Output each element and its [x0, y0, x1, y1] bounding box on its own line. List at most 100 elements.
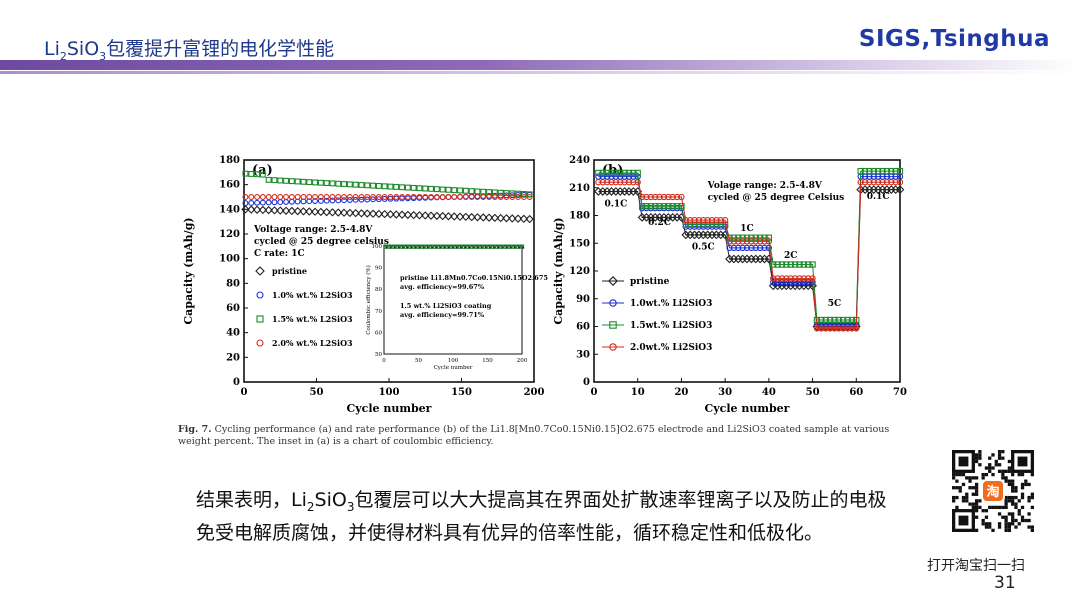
annotation: cycled @ 25 degree celsius — [254, 237, 389, 247]
inset-point-pristine — [488, 246, 491, 249]
data-point — [774, 261, 781, 268]
y-tick-label: 180 — [569, 211, 590, 222]
qr-module — [974, 486, 979, 490]
rate-label: 2C — [784, 251, 797, 261]
qr-pattern: 淘 — [952, 450, 1034, 532]
y-tick-label: 0 — [583, 377, 590, 388]
inset-point-pristine — [443, 246, 446, 249]
data-point — [630, 169, 637, 177]
data-point — [809, 261, 816, 268]
data-point — [778, 261, 786, 268]
data-point — [276, 206, 285, 215]
data-point — [713, 221, 720, 228]
qr-module — [1001, 505, 1005, 510]
data-point — [339, 208, 349, 217]
data-point — [397, 210, 407, 219]
data-point — [669, 193, 676, 201]
inset-point-pristine — [430, 246, 433, 249]
qr-module — [984, 522, 989, 526]
qr-module — [1014, 495, 1018, 500]
data-point — [258, 205, 268, 215]
data-point — [300, 194, 307, 200]
data-point — [748, 244, 755, 252]
data-point — [364, 194, 371, 200]
conclusion-sub1: 2 — [306, 499, 315, 514]
taobao-badge-text: 淘 — [986, 484, 999, 500]
data-point — [479, 213, 488, 222]
annotation: Volage range: 2.5-4.8V — [707, 181, 823, 191]
data-point — [288, 194, 295, 200]
data-point — [375, 194, 382, 200]
data-point — [381, 183, 388, 190]
data-point — [277, 177, 284, 184]
data-point — [248, 171, 255, 177]
data-point — [691, 221, 698, 228]
data-point — [364, 196, 371, 203]
legend-marker — [609, 321, 617, 329]
data-point — [364, 182, 371, 189]
data-point — [643, 193, 650, 201]
inset-point-pristine — [393, 246, 396, 249]
data-point — [778, 275, 786, 282]
qr-module — [1024, 482, 1028, 487]
inset-point — [412, 244, 417, 249]
data-point — [735, 238, 742, 245]
data-point — [730, 234, 738, 241]
qr-module — [965, 495, 969, 500]
qr-module — [981, 476, 985, 480]
data-point — [739, 244, 746, 252]
data-point — [721, 216, 729, 224]
data-point — [438, 211, 447, 221]
data-point — [474, 188, 481, 195]
qr-module — [965, 492, 969, 496]
inset-point-pristine — [426, 246, 429, 249]
data-point — [525, 214, 534, 224]
inset-point — [441, 244, 446, 249]
x-tick-label: 20 — [674, 387, 688, 398]
data-point — [519, 214, 529, 224]
inset-point — [495, 244, 500, 249]
data-point — [328, 208, 337, 217]
data-point — [756, 234, 764, 241]
legend-marker — [609, 299, 617, 307]
qr-module — [961, 482, 966, 487]
data-point — [638, 203, 646, 210]
inset-point-pristine — [414, 246, 417, 249]
data-point — [730, 244, 738, 252]
qr-code[interactable]: 淘 — [948, 446, 1034, 532]
inset-point-pristine — [480, 246, 483, 249]
data-point — [393, 183, 400, 190]
y-tick-label: 210 — [569, 183, 590, 194]
legend-marker — [609, 343, 617, 351]
data-point — [317, 179, 324, 186]
data-point — [450, 212, 459, 221]
y-tick-label: 120 — [569, 266, 590, 277]
qr-module — [961, 499, 966, 503]
data-point — [323, 197, 330, 204]
qr-module — [1020, 515, 1025, 519]
qr-module — [1004, 469, 1008, 473]
inset-point-pristine — [418, 246, 421, 249]
data-point — [874, 179, 882, 186]
qr-module — [997, 456, 1002, 460]
qr-module — [1007, 528, 1012, 532]
data-point — [277, 194, 284, 200]
data-point — [410, 194, 417, 200]
y-tick-label: 150 — [569, 238, 590, 249]
data-point — [259, 194, 266, 200]
data-point — [625, 179, 633, 186]
data-point — [329, 194, 336, 200]
data-point — [647, 193, 654, 201]
qr-module — [971, 502, 975, 506]
inset-y-tick: 80 — [375, 287, 382, 293]
data-point — [608, 169, 615, 177]
qr-module — [1007, 482, 1012, 487]
qr-module — [971, 505, 975, 510]
annotation: cycled @ 25 degree Celsius — [708, 193, 845, 203]
qr-module — [1011, 522, 1015, 526]
qr-module — [1024, 518, 1028, 523]
data-point — [756, 244, 764, 252]
conclusion-text: 结果表明，Li2SiO3包覆层可以大大提高其在界面处扩散速率锂离子以及防止的电极… — [196, 487, 936, 546]
rate-label: 1C — [740, 224, 753, 234]
inset-y-tick: 70 — [375, 309, 382, 315]
